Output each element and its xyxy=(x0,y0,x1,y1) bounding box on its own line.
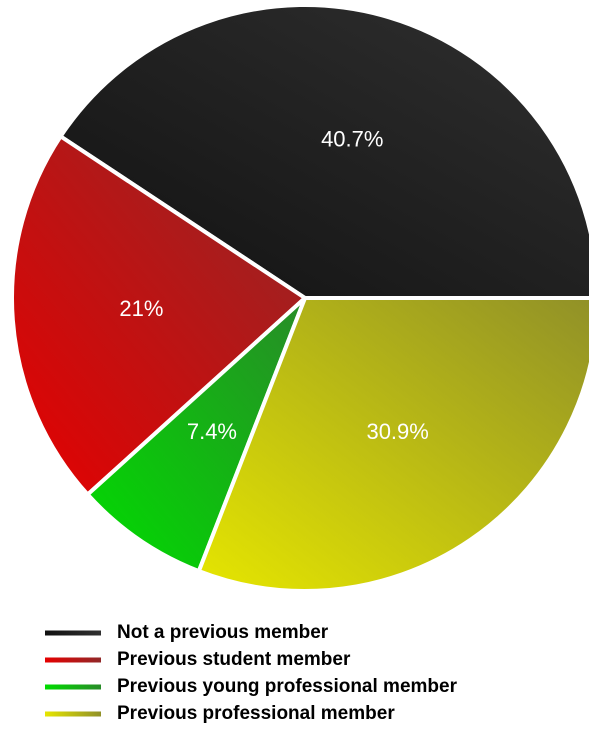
legend-swatch xyxy=(45,630,101,636)
legend-swatch xyxy=(45,711,101,717)
data-label: 21% xyxy=(119,296,163,321)
legend-label: Previous professional member xyxy=(117,703,395,724)
data-label: 40.7% xyxy=(321,127,383,152)
legend-label: Previous young professional member xyxy=(117,676,458,697)
pie-slice xyxy=(85,296,307,574)
pie-slice xyxy=(58,3,589,300)
legend-label: Not a previous member xyxy=(117,622,329,643)
legend-label: Previous student member xyxy=(117,649,351,670)
data-label: 30.9% xyxy=(366,419,428,444)
data-label: 7.4% xyxy=(187,419,237,444)
pie-slice xyxy=(196,296,589,593)
pie-slice xyxy=(10,134,307,497)
legend-swatch xyxy=(45,684,101,690)
legend-swatch xyxy=(45,657,101,663)
